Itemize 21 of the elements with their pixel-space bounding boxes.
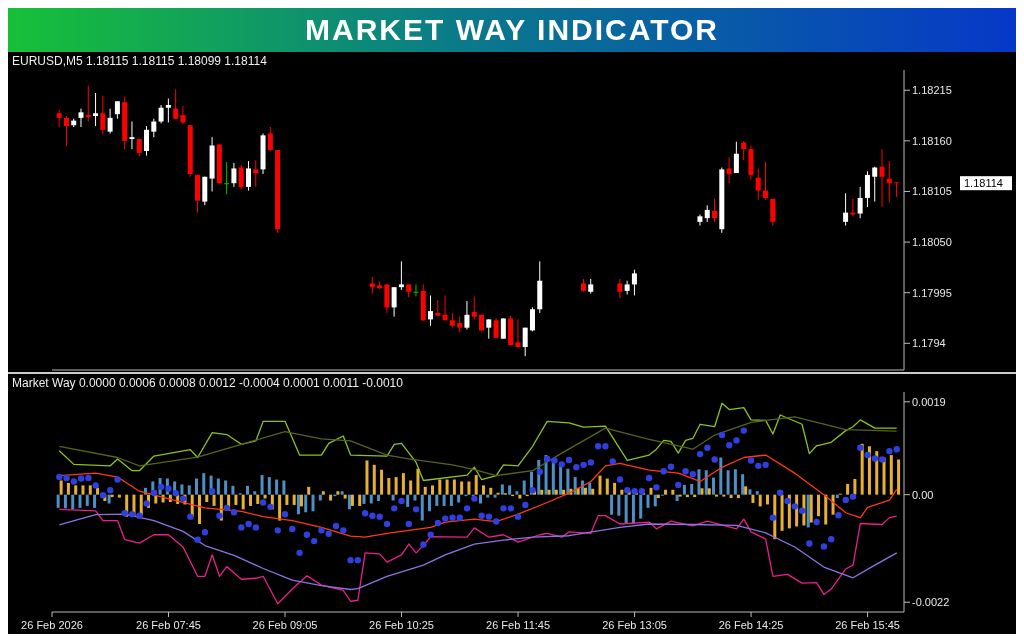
chart-title: Market Way 0.0000 0.0006 0.0008 0.0012 -0.0004 0.0001 0.0011 -0.0010: [12, 376, 403, 390]
text: 1.18114: [964, 177, 1003, 190]
chart-subtitle: EURUSD,M5 1.18115 1.18115 1.18099 1.18114: [12, 54, 267, 68]
x-tick-label: 26 Feb 09:05: [252, 619, 318, 631]
x-tick-label: 26 Feb 11:45: [486, 619, 551, 631]
y-tick-label: 1.18160: [912, 134, 952, 147]
x-tick-label: 26 Feb 10:25: [369, 619, 434, 631]
y-tick-label: 1.18215: [912, 84, 952, 97]
chart-title: MARKET WAY INDICATOR: [8, 8, 1016, 52]
y-tick-label: 1.17995: [912, 286, 952, 299]
y-tick-label: 1.1794: [912, 337, 946, 350]
x-tick-label: 26 Feb 15:45: [835, 619, 901, 631]
y-tick-label: 0.0019: [912, 395, 946, 408]
y-tick-label: 1.18050: [912, 235, 952, 248]
x-tick-label: 26 Feb 13:05: [602, 619, 667, 631]
y-tick-label: 0.00: [912, 488, 934, 501]
y-tick-label: 1.18105: [912, 185, 952, 198]
x-tick-label: 26 Feb 07:45: [136, 619, 201, 631]
y-tick-label: -0.0022: [912, 596, 950, 609]
x-tick-label: 26 Feb 2026: [21, 619, 83, 631]
x-tick-label: 26 Feb 14:25: [718, 619, 784, 631]
